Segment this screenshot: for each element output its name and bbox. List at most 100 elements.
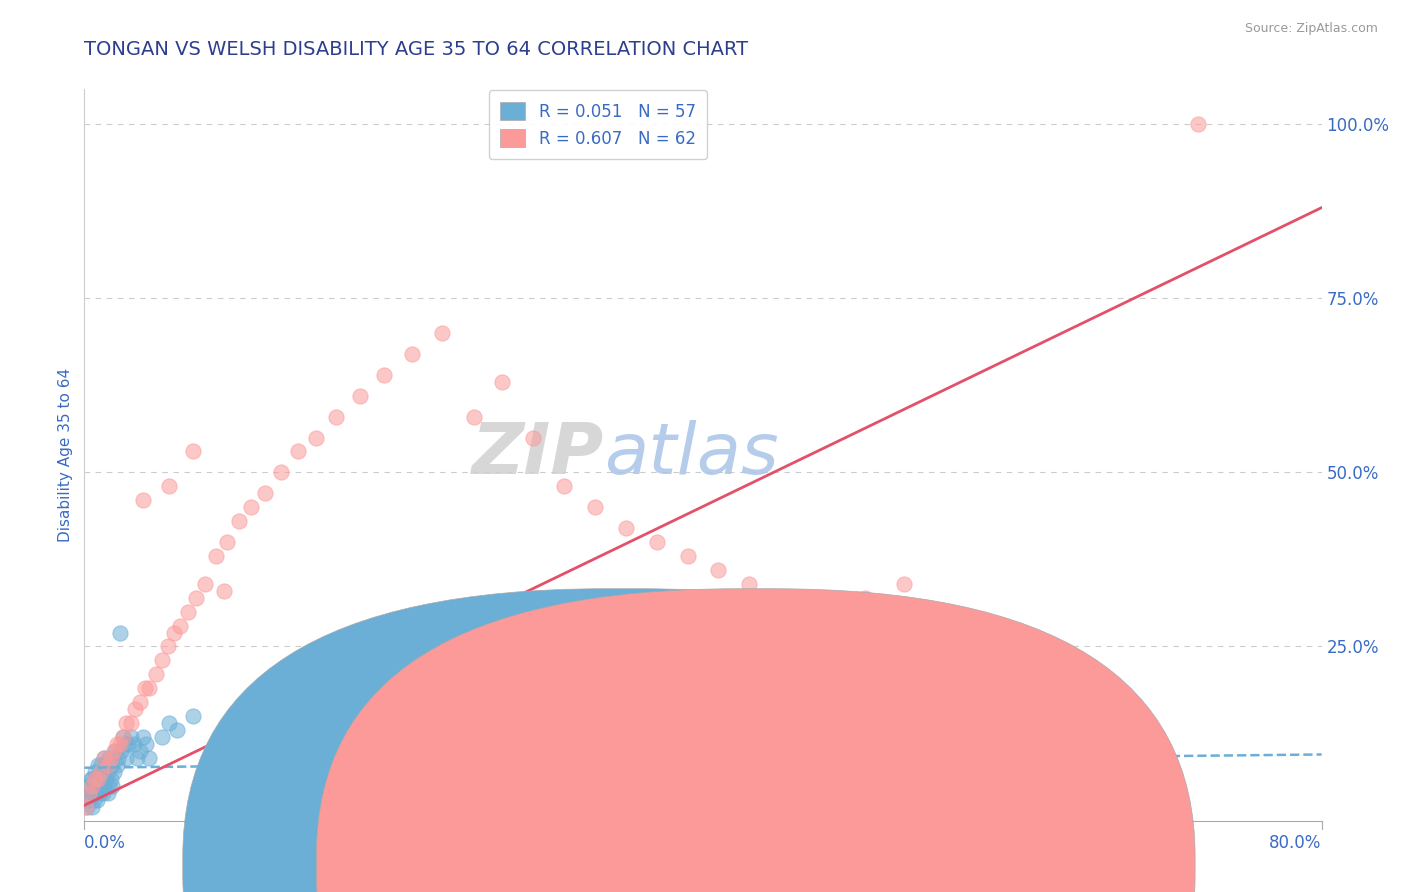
Point — [114, 737, 136, 751]
Point — [86, 772, 108, 786]
Point — [150, 730, 173, 744]
Point — [101, 779, 124, 793]
Point — [87, 779, 110, 793]
Point — [150, 653, 173, 667]
Text: TONGAN VS WELSH DISABILITY AGE 35 TO 64 CORRELATION CHART: TONGAN VS WELSH DISABILITY AGE 35 TO 64 … — [84, 40, 748, 59]
Point — [87, 758, 110, 772]
Point — [1187, 117, 1209, 131]
Text: Source: ZipAtlas.com: Source: ZipAtlas.com — [1244, 22, 1378, 36]
Point — [135, 737, 157, 751]
Point — [321, 653, 343, 667]
Point — [101, 758, 124, 772]
Point — [79, 772, 101, 786]
Point — [134, 681, 156, 696]
Point — [94, 758, 117, 772]
Point — [676, 549, 699, 563]
Point — [93, 751, 115, 765]
Point — [100, 772, 122, 786]
Text: Welsh: Welsh — [787, 856, 832, 871]
Y-axis label: Disability Age 35 to 64: Disability Age 35 to 64 — [58, 368, 73, 542]
Point — [104, 744, 127, 758]
Text: 80.0%: 80.0% — [1270, 834, 1322, 852]
Point — [228, 514, 250, 528]
Point — [893, 576, 915, 591]
Point — [475, 647, 498, 661]
Point — [98, 779, 121, 793]
Point — [124, 702, 146, 716]
Point — [89, 786, 111, 800]
Text: Tongans: Tongans — [661, 856, 723, 871]
Point — [491, 375, 513, 389]
Point — [156, 640, 179, 654]
Point — [738, 576, 761, 591]
Point — [112, 730, 135, 744]
Point — [522, 430, 544, 444]
Point — [76, 799, 98, 814]
Point — [583, 500, 606, 515]
Point — [97, 786, 120, 800]
Point — [129, 695, 152, 709]
Point — [115, 751, 138, 765]
Point — [212, 583, 235, 598]
Point — [82, 799, 104, 814]
Point — [93, 751, 115, 765]
Point — [138, 681, 160, 696]
Point — [89, 772, 111, 786]
Point — [77, 779, 100, 793]
Point — [287, 444, 309, 458]
Point — [84, 786, 107, 800]
Point — [90, 764, 112, 779]
Point — [110, 744, 132, 758]
Point — [754, 667, 776, 681]
Point — [86, 793, 108, 807]
Point — [108, 737, 131, 751]
Point — [120, 716, 142, 731]
Point — [100, 751, 122, 765]
Point — [82, 779, 104, 793]
Point — [778, 618, 800, 632]
Point — [98, 751, 121, 765]
Point — [614, 521, 637, 535]
Point — [90, 779, 112, 793]
Point — [815, 605, 838, 619]
Point — [254, 486, 277, 500]
Point — [120, 730, 142, 744]
Point — [270, 466, 292, 480]
Point — [463, 409, 485, 424]
Point — [103, 744, 125, 758]
Point — [84, 772, 107, 786]
Point — [84, 764, 107, 779]
Point — [336, 779, 359, 793]
Point — [122, 737, 145, 751]
Point — [90, 758, 112, 772]
Point — [91, 772, 114, 786]
Point — [215, 535, 238, 549]
Point — [83, 779, 105, 793]
Point — [205, 549, 228, 563]
Point — [169, 618, 191, 632]
Point — [77, 786, 100, 800]
Point — [181, 444, 204, 458]
Point — [93, 779, 115, 793]
Point — [194, 576, 217, 591]
Point — [75, 786, 97, 800]
Point — [181, 709, 204, 723]
Point — [177, 605, 200, 619]
Point — [159, 479, 181, 493]
Point — [87, 772, 110, 786]
Point — [82, 772, 104, 786]
Point — [707, 563, 730, 577]
Point — [82, 786, 104, 800]
Point — [325, 409, 347, 424]
Point — [553, 479, 575, 493]
Point — [83, 793, 105, 807]
Point — [349, 389, 371, 403]
Point — [401, 347, 423, 361]
Point — [75, 799, 97, 814]
Text: atlas: atlas — [605, 420, 779, 490]
Point — [97, 764, 120, 779]
Point — [163, 625, 186, 640]
Point — [430, 326, 453, 340]
Point — [112, 730, 135, 744]
Point — [138, 751, 160, 765]
